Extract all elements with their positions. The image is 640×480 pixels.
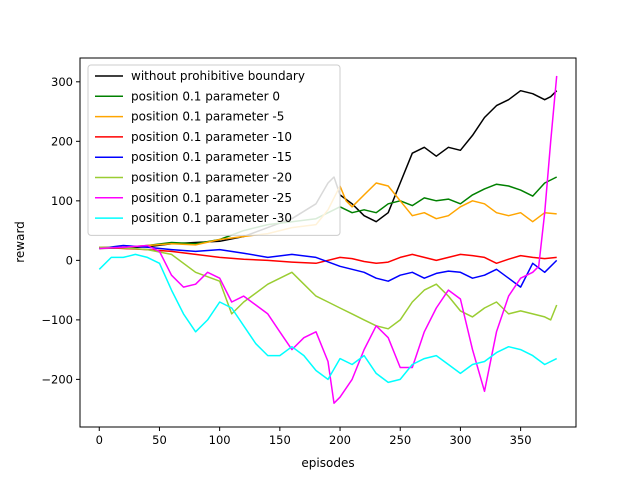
series-line-3 [99, 246, 557, 265]
legend-label-3: position 0.1 parameter -10 [131, 130, 292, 144]
plot-frame [79, 57, 577, 428]
legend-box [87, 64, 341, 236]
x-tick-label: 300 [449, 433, 471, 447]
series-line-4 [99, 244, 558, 288]
legend-label-1: position 0.1 parameter 0 [131, 89, 280, 103]
series-line-0 [99, 89, 558, 249]
legend-label-0: without prohibitive boundary [131, 69, 305, 83]
y-axis-label: reward [13, 221, 27, 263]
x-axis-label: episodes [301, 456, 354, 470]
series-line-2 [99, 182, 557, 250]
x-tick-label: 50 [152, 433, 167, 447]
series-line-6 [99, 75, 558, 404]
y-tick-label: 300 [51, 75, 73, 89]
x-tick-label: 200 [329, 433, 351, 447]
y-tick-label: −200 [41, 372, 73, 386]
legend-label-4: position 0.1 parameter -15 [131, 150, 292, 164]
x-tick-label: 350 [510, 433, 532, 447]
legend-label-2: position 0.1 parameter -5 [131, 110, 284, 124]
y-tick-label: −100 [41, 313, 73, 327]
x-tick-label: 100 [209, 433, 231, 447]
y-tick-label: 0 [66, 253, 73, 267]
x-tick-label: 150 [269, 433, 291, 447]
y-axis-ticks: −200 −100 0 100 200 300 [41, 75, 80, 386]
y-tick-label: 200 [51, 134, 73, 148]
legend: without prohibitive boundary position 0.1… [87, 64, 341, 236]
x-axis-ticks: 0 50 100 150 200 250 300 350 [96, 427, 532, 447]
series-layer [98, 75, 558, 404]
legend-label-6: position 0.1 parameter -25 [131, 191, 292, 205]
x-tick-label: 0 [96, 433, 103, 447]
y-tick-label: 100 [51, 194, 73, 208]
x-tick-label: 250 [389, 433, 411, 447]
series-line-7 [98, 253, 558, 384]
legend-label-7: position 0.1 parameter -30 [131, 211, 292, 225]
legend-label-5: position 0.1 parameter -20 [131, 171, 292, 185]
